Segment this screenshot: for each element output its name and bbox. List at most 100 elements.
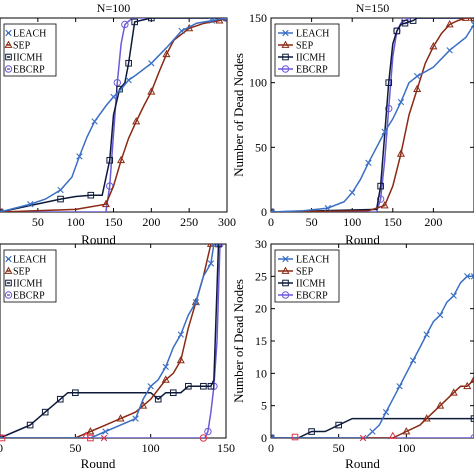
- data-point-leach: [132, 415, 139, 422]
- data-point-leach: [436, 311, 444, 319]
- data-point-leach: [102, 428, 109, 435]
- x-axis-label: Round: [81, 232, 116, 247]
- x-tick-label: 50: [333, 441, 345, 455]
- x-tick-label: 150: [105, 215, 123, 229]
- series-line-ebcrp: [0, 244, 221, 438]
- legend-marker-leach: [282, 255, 289, 263]
- data-point-leach: [413, 73, 421, 80]
- data-point-iicmh: [200, 382, 207, 390]
- highlight-marker: [291, 433, 299, 441]
- data-point-sep: [191, 297, 200, 306]
- x-tick-label: 300: [218, 215, 236, 229]
- data-point-iicmh: [377, 182, 384, 190]
- data-point-iicmh: [185, 382, 192, 390]
- data-point-leach: [147, 383, 154, 390]
- data-point-iicmh: [116, 85, 123, 93]
- data-point-iicmh: [409, 18, 417, 24]
- data-point-sep: [413, 84, 422, 93]
- chart-panel-4: 0 50 100 0 5 10 15 20 25 30 Round Number of Dead No…: [231, 237, 474, 471]
- legend-marker-sep: [281, 40, 290, 48]
- data-point-iicmh: [308, 428, 315, 435]
- data-point-sep: [117, 155, 126, 164]
- y-tick-label: 10: [255, 366, 267, 380]
- legend-label-ebcrp: EBCRP: [13, 65, 45, 76]
- data-point-iicmh: [401, 19, 409, 27]
- data-point-sep: [380, 201, 389, 209]
- y-tick-label: 30: [255, 237, 267, 251]
- x-tick-label: 0: [0, 441, 3, 455]
- data-point-iicmh: [26, 421, 34, 429]
- series-line-sep: [271, 379, 474, 438]
- data-point-iicmh: [207, 382, 215, 390]
- legend-marker-iicmh: [5, 279, 12, 287]
- data-point-iicmh: [154, 395, 162, 403]
- legend-marker-iicmh: [282, 53, 289, 61]
- x-tick-label: 100: [397, 441, 415, 455]
- data-point-ebcrp: [385, 104, 393, 113]
- data-point-iicmh: [148, 18, 155, 22]
- legend-label-leach: LEACH: [13, 29, 46, 40]
- data-point-leach: [470, 273, 474, 280]
- legend-label-sep: SEP: [13, 267, 31, 278]
- y-tick-label: 50: [255, 140, 267, 154]
- data-point-leach: [464, 273, 471, 280]
- legend-label-ebcrp: EBCRP: [13, 291, 45, 302]
- data-point-sep: [436, 401, 445, 409]
- y-axis-label: Number of Dead Nodes: [231, 279, 246, 403]
- legend-marker-sep: [281, 266, 290, 274]
- legend-marker-iicmh: [5, 53, 12, 61]
- series-group: [271, 273, 474, 438]
- data-point-leach: [423, 331, 430, 338]
- data-point-leach: [91, 118, 98, 125]
- x-tick-label: 200: [424, 215, 442, 229]
- data-point-sep: [176, 355, 185, 364]
- y-tick-label: 0: [261, 205, 267, 219]
- legend-box: [3, 249, 57, 303]
- data-point-leach: [178, 27, 185, 35]
- legend-marker-ebcrp: [4, 65, 13, 73]
- data-point-leach: [324, 204, 332, 212]
- data-point-leach: [470, 21, 474, 28]
- series-line-sep: [0, 18, 227, 212]
- legend-marker-ebcrp: [281, 65, 290, 73]
- chart-panel-1: 50 100 150 200 250 300 N=100 Round LEACHSEPIICMH…: [0, 1, 236, 247]
- data-point-iicmh: [56, 395, 64, 403]
- series-line-leach: [0, 244, 215, 438]
- data-point-leach: [397, 98, 405, 106]
- data-point-leach: [349, 189, 356, 196]
- legend-marker-iicmh: [282, 279, 289, 287]
- data-point-sep: [449, 388, 458, 396]
- data-point-sep: [396, 149, 405, 157]
- chart-panel-2: 0 50 100 150 200 0 50 100 150 N=150 Round Number of…: [231, 1, 474, 247]
- highlight-marker: [0, 434, 6, 442]
- data-point-iicmh: [335, 421, 342, 429]
- data-point-sep: [429, 42, 438, 50]
- data-point-iicmh: [57, 195, 64, 203]
- y-tick-label: 150: [249, 11, 267, 25]
- series-line-ebcrp: [271, 18, 474, 212]
- legend-label-sep: SEP: [13, 41, 31, 52]
- data-point-leach: [0, 208, 4, 212]
- data-point-leach: [450, 292, 457, 299]
- legend-label-leach: LEACH: [13, 255, 46, 266]
- data-point-iicmh: [125, 59, 132, 67]
- x-tick-label: 100: [343, 215, 361, 229]
- highlight-marker: [359, 434, 367, 442]
- legend-box: [274, 249, 340, 303]
- data-point-sep: [461, 18, 470, 21]
- data-point-sep: [147, 87, 156, 95]
- data-point-leach: [382, 408, 390, 416]
- data-point-sep: [469, 375, 474, 383]
- data-point-leach: [57, 186, 64, 194]
- chart-title: N=100: [97, 1, 130, 15]
- data-point-leach: [223, 18, 227, 22]
- x-tick-label: 0: [268, 441, 274, 455]
- data-point-leach: [210, 244, 218, 248]
- x-axis-label: Round: [345, 456, 380, 471]
- highlight-marker: [388, 431, 397, 439]
- data-point-iicmh: [215, 244, 222, 248]
- legend-box: [3, 23, 57, 77]
- data-point-iicmh: [72, 389, 79, 397]
